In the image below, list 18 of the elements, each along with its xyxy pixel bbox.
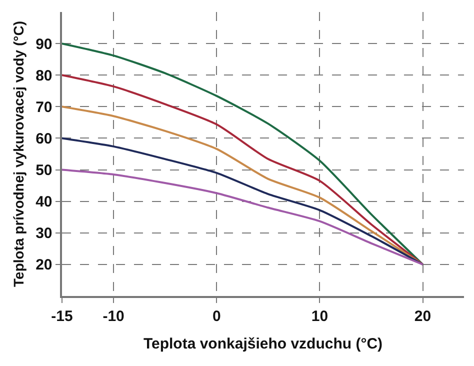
y-axis-title: Teplota prívodnej vykurovacej vody (°C)	[10, 21, 27, 287]
y-tick-label: 40	[36, 194, 52, 211]
line-series	[62, 106, 424, 266]
y-tick-label: 90	[36, 36, 52, 53]
x-tick-label: 0	[212, 308, 221, 325]
x-tick-label: 10	[311, 308, 328, 325]
x-tick-label: 20	[414, 308, 432, 325]
line-series	[62, 168, 424, 266]
y-tick-label: 60	[36, 130, 52, 148]
y-tick-label: 70	[36, 98, 52, 116]
line-series	[62, 137, 424, 266]
y-tick-label: 30	[36, 225, 52, 242]
x-tick-label: -10	[102, 308, 124, 325]
y-tick-label: 20	[36, 256, 52, 274]
x-tick-label: -15	[51, 308, 73, 325]
y-tick-label: 80	[36, 67, 52, 84]
x-axis-title: Teplota vonkajšieho vzduchu (°C)	[143, 335, 383, 352]
y-tick-label: 50	[36, 162, 52, 180]
